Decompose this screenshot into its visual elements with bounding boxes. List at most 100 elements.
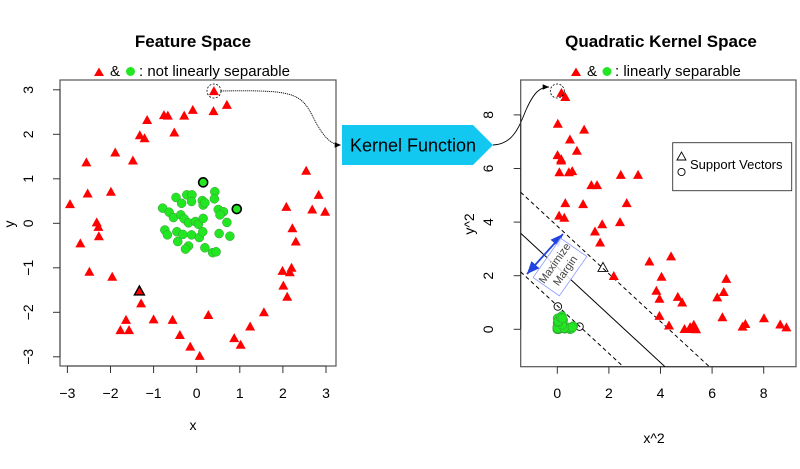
triangle-point xyxy=(589,226,600,236)
triangle-point xyxy=(258,307,269,317)
y-tick-label: 8 xyxy=(480,111,496,119)
connector-curve-left xyxy=(220,90,342,148)
triangle-point xyxy=(301,165,312,175)
triangle-point xyxy=(679,324,690,334)
triangle-point xyxy=(320,206,331,216)
triangle-point xyxy=(597,219,608,229)
triangle-point xyxy=(203,309,214,319)
circle-point xyxy=(222,217,232,228)
support-vector-circle-icon xyxy=(677,167,686,177)
circle-point xyxy=(567,322,578,332)
support-vector-circle xyxy=(553,302,563,311)
support-vector-circle xyxy=(197,177,209,188)
triangle-point xyxy=(564,134,575,144)
y-tick-label: −2 xyxy=(20,304,36,320)
legend: Support Vectors xyxy=(672,142,793,192)
decision-boundary-line xyxy=(520,232,666,367)
x-tick-label: 1 xyxy=(236,385,244,401)
circle-point xyxy=(557,313,568,324)
x-tick-label: 3 xyxy=(322,385,330,401)
circle-point xyxy=(209,194,220,204)
x-tick-label: −3 xyxy=(59,385,75,401)
triangle-legend-icon xyxy=(94,67,104,76)
legend-box xyxy=(672,142,793,192)
triangle-point xyxy=(579,124,590,134)
x-tick-label: −1 xyxy=(146,385,162,401)
x-tick-label: 6 xyxy=(708,385,716,401)
connector-curve-right xyxy=(492,84,550,146)
left-y-label: y xyxy=(1,221,17,228)
right-subtitle-text: : linearly separable xyxy=(615,63,741,80)
triangle-point xyxy=(554,167,565,177)
triangle-point xyxy=(75,238,86,248)
right-title: Quadratic Kernel Space xyxy=(565,32,757,51)
triangle-point xyxy=(148,314,159,324)
triangle-point xyxy=(142,115,153,125)
triangle-point xyxy=(595,237,606,247)
triangle-point xyxy=(208,86,219,96)
triangle-point xyxy=(286,262,297,272)
triangle-point xyxy=(169,127,180,137)
triangle-point xyxy=(608,270,619,280)
triangle-point xyxy=(121,314,132,324)
support-vector-triangle xyxy=(597,261,609,272)
triangle-point xyxy=(84,266,95,276)
triangle-point xyxy=(93,231,104,241)
triangle-point xyxy=(721,273,732,283)
right-y-label: y^2 xyxy=(461,213,477,235)
x-tick-label: 0 xyxy=(553,385,561,401)
triangle-point xyxy=(592,180,603,190)
right-x-label: x^2 xyxy=(643,430,665,446)
highlight-circle-right xyxy=(549,83,565,99)
triangle-point xyxy=(110,147,121,157)
triangle-point xyxy=(235,339,246,349)
circle-point xyxy=(200,243,210,253)
triangle-point xyxy=(281,201,292,211)
y-tick-label: 4 xyxy=(480,218,496,226)
triangle-point xyxy=(563,167,574,177)
circle-point xyxy=(176,198,187,209)
triangle-legend-icon xyxy=(571,67,581,76)
kernel-space-panel: Quadratic Kernel Space & : linearly sepa… xyxy=(461,32,797,446)
triangle-point xyxy=(656,271,667,281)
triangle-point xyxy=(245,321,256,331)
triangle-point xyxy=(560,91,571,101)
triangle-point xyxy=(633,169,644,179)
left-x-label: x xyxy=(190,417,197,433)
x-tick-label: 8 xyxy=(760,385,768,401)
kernel-arrow-shape xyxy=(342,125,493,165)
triangle-point xyxy=(552,150,563,160)
feature-space-panel: Feature Space & : not linearly separable… xyxy=(1,32,337,433)
circle-legend-icon xyxy=(602,67,612,76)
circle-point xyxy=(162,230,173,240)
x-tick-label: 2 xyxy=(605,385,613,401)
triangle-point xyxy=(136,298,147,308)
triangle-point xyxy=(229,333,240,343)
triangle-point xyxy=(81,157,92,167)
triangle-point xyxy=(688,319,699,329)
triangle-point xyxy=(208,106,219,116)
margin-label-box xyxy=(532,237,588,297)
triangle-point xyxy=(781,322,792,332)
circle-point xyxy=(186,196,197,207)
triangle-point xyxy=(717,312,728,322)
triangle-point xyxy=(124,325,135,335)
triangle-point xyxy=(621,198,632,208)
triangle-point xyxy=(644,256,655,266)
triangle-point xyxy=(560,198,571,208)
left-subtitle: & : not linearly separable xyxy=(94,63,290,80)
triangle-point xyxy=(194,350,205,360)
x-tick-label: 2 xyxy=(279,385,287,401)
triangle-point xyxy=(287,223,298,233)
triangle-point xyxy=(758,313,769,323)
circle-point xyxy=(214,228,224,239)
triangle-point xyxy=(167,314,178,324)
y-tick-label: 2 xyxy=(20,130,36,138)
triangle-point xyxy=(277,265,288,275)
left-points xyxy=(64,86,331,360)
circle-point xyxy=(211,247,221,257)
x-tick-label: 0 xyxy=(193,385,201,401)
triangle-point xyxy=(107,271,118,281)
triangle-point xyxy=(737,321,748,331)
